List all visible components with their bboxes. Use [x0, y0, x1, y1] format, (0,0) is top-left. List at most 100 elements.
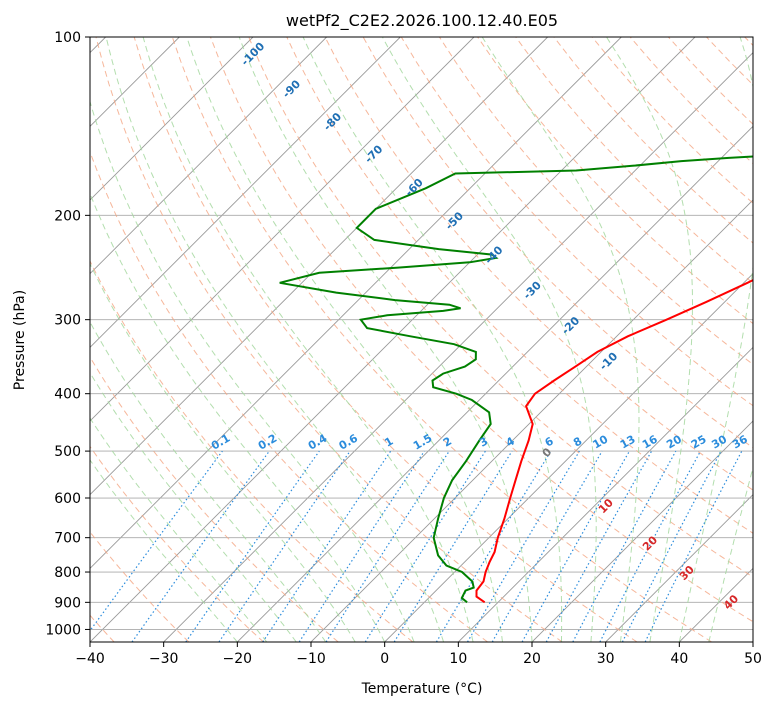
dry-adiabat: [90, 356, 339, 642]
isotherm-line: [90, 37, 475, 422]
dry-adiabat-label: -70: [362, 142, 385, 165]
dry-adiabat: [90, 445, 264, 642]
moist-adiabat: [708, 465, 753, 642]
y-tick-label: 800: [54, 565, 81, 581]
y-tick-label: 400: [54, 387, 81, 403]
dry-adiabat: [286, 37, 753, 534]
x-tick-label: −40: [75, 651, 105, 667]
isotherm-line: [90, 37, 327, 275]
dry-adiabat: [210, 37, 753, 623]
isotherm-line: [90, 37, 696, 642]
moist-adiabat: [238, 37, 533, 642]
x-tick-label: −20: [223, 651, 253, 667]
mixing-ratio-label: 36: [730, 432, 750, 451]
temperature-profile: [475, 279, 753, 604]
y-tick-label: 1000: [45, 622, 81, 638]
moist-adiabat: [90, 417, 268, 642]
dry-adiabat-label: -100: [239, 40, 268, 69]
dry-adiabat: [324, 37, 753, 491]
moist-adiabat-label: 30: [677, 563, 697, 583]
moist-adiabat: [90, 99, 415, 642]
mixing-ratio-line: [644, 450, 743, 642]
y-tick-label: 500: [54, 444, 81, 460]
isotherm-line: [310, 199, 753, 642]
dry-adiabat: [515, 37, 753, 284]
dewpoint-profile: [279, 155, 753, 604]
moist-adiabat: [105, 37, 445, 642]
moist-adiabat: [142, 37, 474, 642]
mixing-ratio-line: [262, 450, 392, 642]
moist-adiabat-label: 20: [640, 533, 660, 553]
y-tick-label: 100: [54, 30, 81, 46]
x-tick-label: 20: [523, 651, 541, 667]
axes: −40 −30 −20 −10 0 10 20 30 40 50 100 200 300 400 500 60…: [45, 30, 762, 667]
dry-adiabat: [95, 37, 563, 642]
moist-adiabat: [678, 37, 753, 642]
isotherm-line: [752, 641, 753, 642]
moist-adiabat: [90, 371, 297, 642]
isotherm-line: [90, 37, 548, 496]
y-tick-label: 200: [54, 208, 81, 224]
moist-adiabat: [186, 37, 503, 642]
isotherm-line: [679, 567, 753, 642]
x-tick-label: −30: [149, 651, 179, 667]
dry-adiabat: [90, 531, 190, 642]
x-tick-label: 40: [670, 651, 688, 667]
moist-adiabat: [606, 37, 693, 642]
x-axis-label: Temperature (°C): [361, 681, 483, 697]
plot-frame: [89, 36, 754, 643]
moist-adiabat: [90, 321, 327, 642]
dry-adiabat-label: -40: [482, 243, 505, 266]
x-tick-label: 10: [449, 651, 467, 667]
dry-adiabat: [171, 37, 712, 642]
x-tick-label: 50: [744, 651, 762, 667]
mixing-ratio-label: 0.4: [306, 431, 330, 452]
dry-adiabat: [744, 37, 753, 47]
dry-adiabat: [668, 37, 753, 125]
sounding-profiles: [279, 155, 753, 604]
y-tick-label: 700: [54, 531, 81, 547]
x-tick-label: 0: [380, 651, 389, 667]
mixing-ratio-label: 0.1: [209, 432, 232, 453]
isotherm-line: [605, 494, 753, 642]
dry-adiabat: [553, 37, 753, 244]
isotherm-line: [384, 273, 753, 642]
mixing-ratio-line: [131, 450, 270, 642]
isotherm-line: [531, 420, 753, 642]
moist-adiabat-label: 10: [596, 496, 616, 516]
mixing-ratio-label: 1.5: [411, 432, 434, 453]
mixing-ratio-label: 8: [571, 435, 584, 450]
mixing-ratio-line: [545, 450, 653, 642]
dry-adiabat: [133, 37, 638, 642]
mixing-ratio-line: [364, 450, 486, 642]
mixing-ratio-line: [572, 450, 677, 642]
background-lines: [90, 37, 753, 642]
mixing-ratio-line: [90, 450, 223, 632]
dry-adiabat: [706, 37, 753, 86]
moist-adiabat: [302, 37, 563, 642]
dry-adiabat: [90, 259, 414, 642]
mixing-ratio-label: 25: [689, 433, 709, 452]
mixing-ratio-line: [218, 450, 351, 642]
x-tick-label: 30: [597, 651, 615, 667]
mixing-ratio-line: [185, 450, 320, 642]
isotherm-line: [163, 52, 753, 642]
y-axis-label: Pressure (hPa): [12, 290, 28, 390]
isotherm-line: [237, 125, 753, 642]
moist-adiabat: [481, 37, 640, 642]
mixing-ratio-line: [466, 450, 580, 642]
mixing-ratio-label: 1: [382, 435, 395, 450]
moist-adiabat-label: 40: [721, 592, 741, 612]
isotherm-line: [458, 346, 753, 642]
mixing-ratio-label: 13: [618, 433, 638, 452]
mixing-ratio-label: 16: [640, 432, 660, 451]
mixing-ratio-line: [521, 450, 631, 642]
mixing-ratio-line: [325, 450, 450, 642]
isotherm-line: [90, 37, 622, 569]
dry-adiabat: [248, 37, 753, 578]
moist-adiabat: [90, 192, 386, 642]
moist-adiabat: [381, 37, 597, 642]
y-tick-label: 300: [54, 313, 81, 329]
isotherm-line: [90, 37, 401, 348]
